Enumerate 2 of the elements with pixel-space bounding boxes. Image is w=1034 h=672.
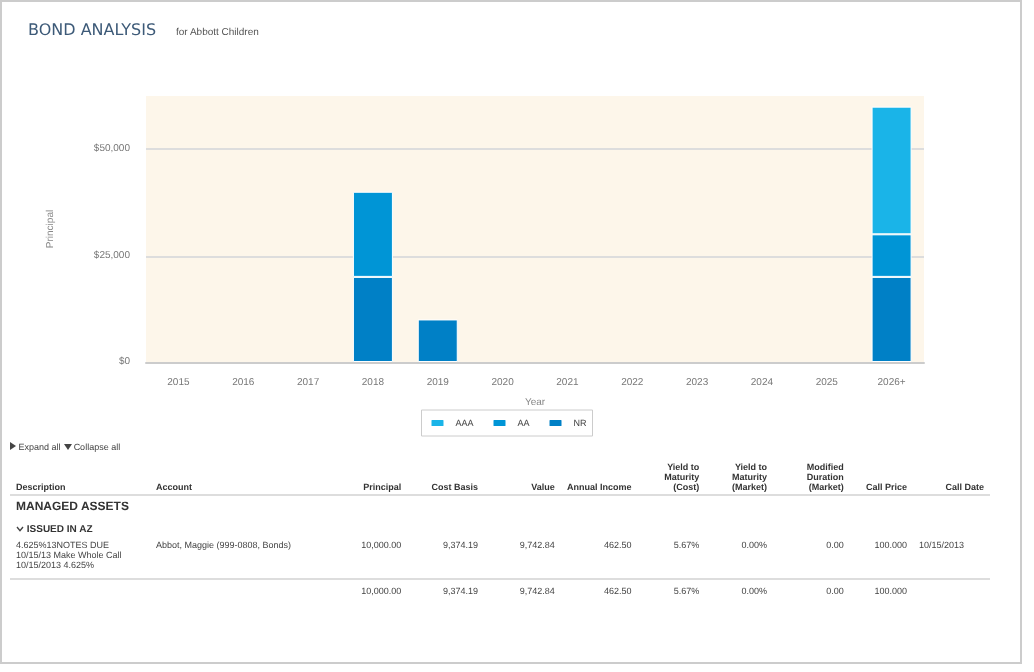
chart-title: BOND ANALYSIS (28, 21, 157, 39)
bar (417, 319, 458, 362)
